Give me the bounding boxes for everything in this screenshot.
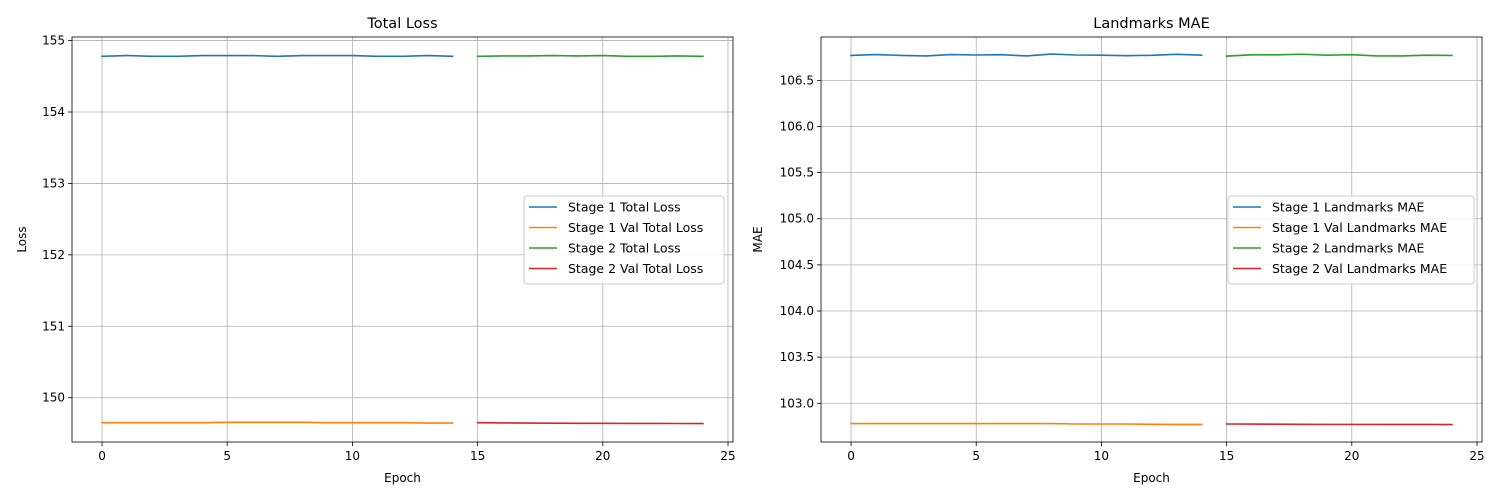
chart-1-xtick-label-4: 20 <box>1344 449 1359 463</box>
chart-0-legend-label-stage-1-total-loss: Stage 1 Total Loss <box>568 200 681 215</box>
chart-1-ytick-label-2: 104.0 <box>780 304 814 318</box>
chart-1-xtick-label-3: 15 <box>1219 449 1234 463</box>
chart-1-legend-label-stage-1-landmarks-mae: Stage 1 Landmarks MAE <box>1272 200 1425 215</box>
chart-0-series-stage-1-total-loss <box>101 54 454 58</box>
chart-1-ytick-label-4: 105.0 <box>780 212 814 226</box>
chart-1-ytick-label-6: 106.0 <box>780 119 814 133</box>
chart-0-ylabel: Loss <box>15 226 29 252</box>
chart-1-legend-box <box>1227 195 1475 285</box>
chart-0-ytick-label-1: 151 <box>42 319 65 333</box>
chart-0-xlabel: Epoch <box>384 471 421 485</box>
chart-0-xtick-label-3: 15 <box>470 449 485 463</box>
chart-0-ytick-label-5: 155 <box>42 34 65 48</box>
chart-1-xlabel: Epoch <box>1133 471 1170 485</box>
chart-1-legend-label-stage-2-landmarks-mae: Stage 2 Landmarks MAE <box>1272 241 1425 256</box>
chart-0-legend-label-stage-1-val-total-loss: Stage 1 Val Total Loss <box>568 220 703 235</box>
chart-1-ytick-label-0: 103.0 <box>780 396 814 410</box>
chart-0-ytick-label-3: 153 <box>42 176 65 190</box>
chart-1-ytick-label-1: 103.5 <box>780 350 814 364</box>
chart-0-legend: Stage 1 Total Loss Stage 1 Val Total Loss… <box>523 195 725 285</box>
chart-0-xtick-label-5: 25 <box>720 449 735 463</box>
chart-1-ylabel: MAE <box>751 226 765 252</box>
chart-1-xtick-label-2: 10 <box>1094 449 1109 463</box>
chart-0-xtick-label-1: 5 <box>223 449 231 463</box>
chart-1-series-stage-1-landmarks-mae <box>850 53 1203 57</box>
chart-0-title: Total Loss <box>366 16 437 32</box>
landmarks-mae-chart: 0 5 10 15 20 25 103.0 103.5 104.0 104.5 105.0 105.5… <box>751 16 1485 485</box>
chart-1-ytick-label-3: 104.5 <box>780 258 814 272</box>
chart-0-series-stage-1-val-total-loss <box>101 421 454 424</box>
chart-1-legend: Stage 1 Landmarks MAE Stage 1 Val Landmar… <box>1227 195 1475 285</box>
total-loss-chart: 0 5 10 15 20 25 150 151 152 153 154 155 Total Loss Ep… <box>15 16 736 485</box>
chart-1-xtick-label-0: 0 <box>847 449 855 463</box>
chart-1-legend-label-stage-1-val-landmarks-mae: Stage 1 Val Landmarks MAE <box>1272 220 1447 235</box>
chart-0-axes-frame <box>71 36 734 443</box>
chart-0-legend-label-stage-2-val-total-loss: Stage 2 Val Total Loss <box>568 261 703 276</box>
chart-1-ytick-label-5: 105.5 <box>780 166 814 180</box>
chart-0-ytick-label-4: 154 <box>42 105 65 119</box>
chart-1-ytick-label-7: 106.5 <box>780 73 814 87</box>
chart-1-legend-label-stage-2-val-landmarks-mae: Stage 2 Val Landmarks MAE <box>1272 261 1447 276</box>
chart-0-series-stage-2-total-loss <box>476 54 704 58</box>
chart-1-series-stage-1-val-landmarks-mae <box>850 422 1203 426</box>
chart-0-series-stage-2-val-total-loss <box>476 421 704 425</box>
chart-1-xtick-label-1: 5 <box>972 449 980 463</box>
chart-0-xtick-label-4: 20 <box>595 449 610 463</box>
chart-0-legend-box <box>523 195 725 285</box>
chart-1-xtick-label-5: 25 <box>1469 449 1484 463</box>
chart-0-ytick-label-2: 152 <box>42 248 65 262</box>
chart-1-series-stage-2-landmarks-mae <box>1225 53 1453 57</box>
chart-0-legend-label-stage-2-total-loss: Stage 2 Total Loss <box>568 241 681 256</box>
chart-1-series-stage-2-val-landmarks-mae <box>1225 423 1453 426</box>
chart-0-xtick-label-0: 0 <box>98 449 106 463</box>
chart-0-xtick-label-2: 10 <box>345 449 360 463</box>
chart-1-title: Landmarks MAE <box>1093 16 1209 32</box>
chart-1-axes-frame <box>820 36 1483 443</box>
chart-0-ytick-label-0: 150 <box>42 391 65 405</box>
